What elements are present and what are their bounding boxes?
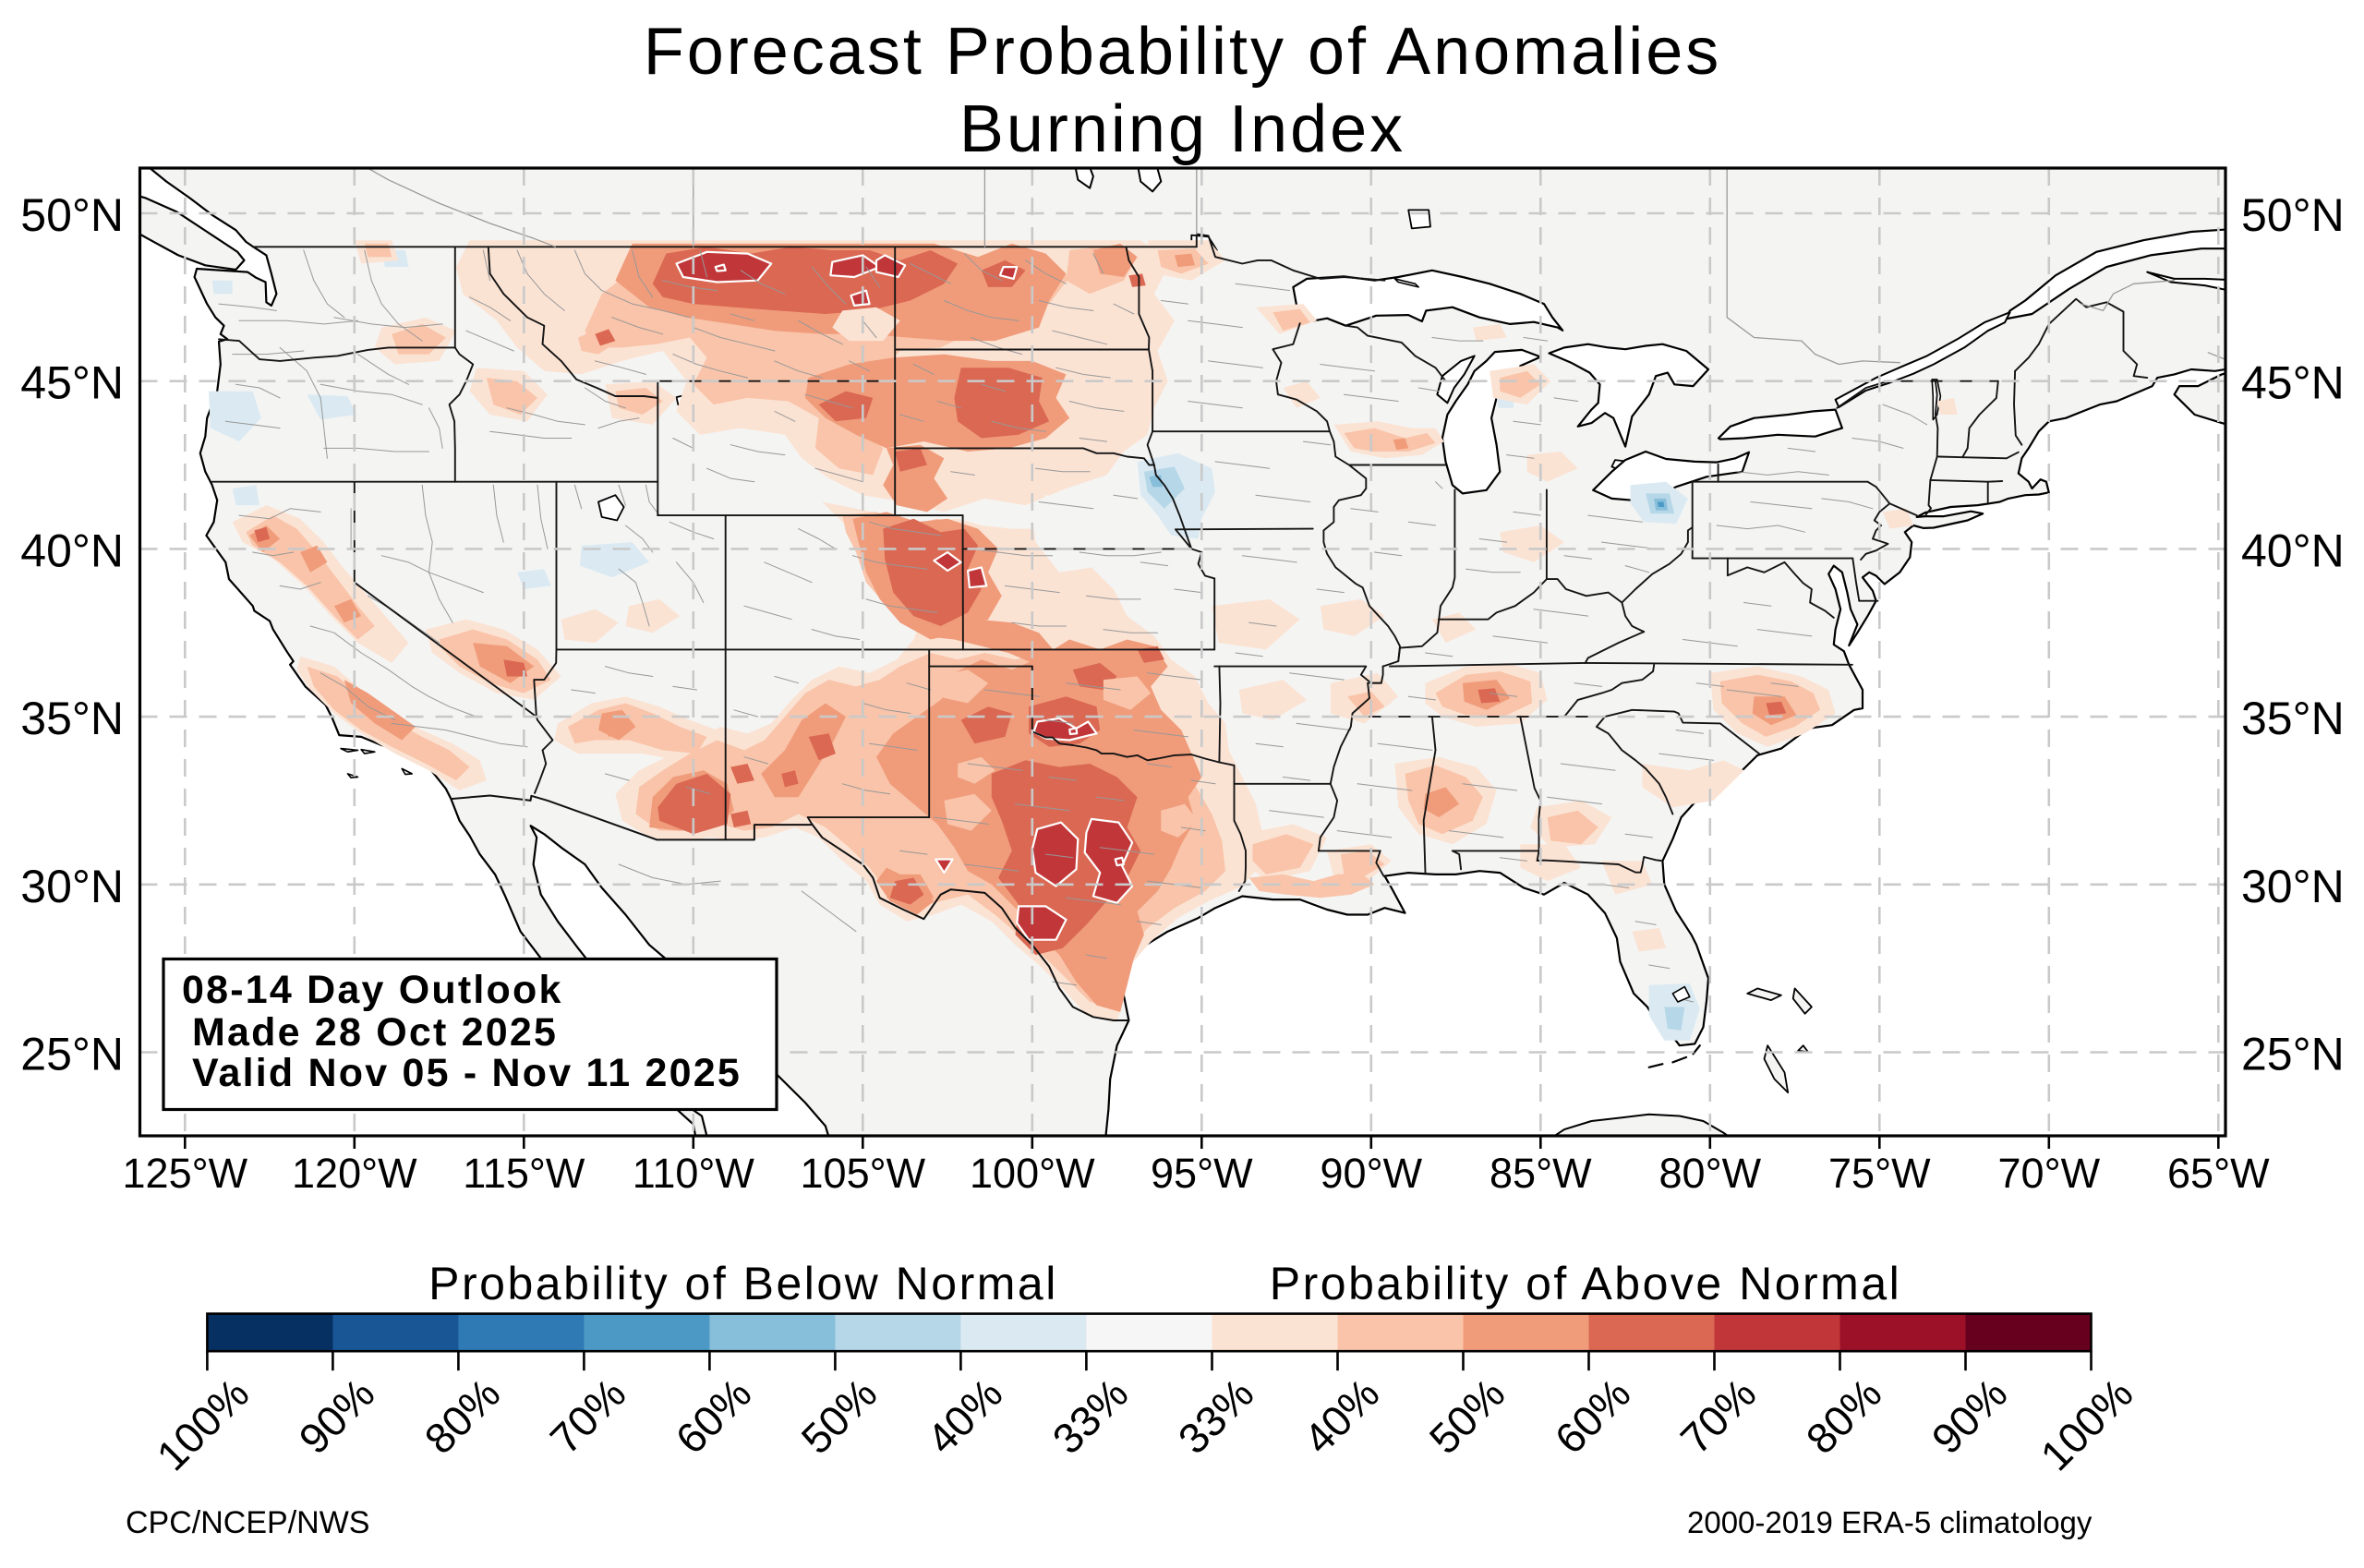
svg-text:Burning Index: Burning Index <box>959 92 1405 166</box>
svg-text:25°N: 25°N <box>2241 1029 2345 1080</box>
svg-text:70°W: 70°W <box>1998 1150 2101 1197</box>
svg-text:Valid Nov 05 - Nov 11 2025: Valid Nov 05 - Nov 11 2025 <box>192 1051 742 1095</box>
svg-text:CPC/NCEP/NWS: CPC/NCEP/NWS <box>126 1505 369 1540</box>
svg-text:45°N: 45°N <box>20 357 124 409</box>
svg-text:95°W: 95°W <box>1151 1150 1253 1197</box>
svg-text:45°N: 45°N <box>2241 357 2345 409</box>
svg-text:30°N: 30°N <box>20 861 124 912</box>
svg-text:08-14 Day Outlook: 08-14 Day Outlook <box>182 968 563 1012</box>
svg-text:25°N: 25°N <box>20 1029 124 1080</box>
svg-text:30°N: 30°N <box>2241 861 2345 912</box>
svg-text:Probability of Above Normal: Probability of Above Normal <box>1270 1258 1901 1309</box>
svg-text:125°W: 125°W <box>123 1150 248 1197</box>
svg-text:Probability of Below Normal: Probability of Below Normal <box>428 1258 1058 1309</box>
svg-text:35°N: 35°N <box>20 693 124 744</box>
svg-text:50°N: 50°N <box>2241 189 2345 241</box>
svg-text:120°W: 120°W <box>292 1150 417 1197</box>
svg-text:80°W: 80°W <box>1659 1150 1762 1197</box>
svg-text:110°W: 110°W <box>633 1150 755 1197</box>
svg-text:Made 28 Oct 2025: Made 28 Oct 2025 <box>192 1010 558 1055</box>
svg-text:100°W: 100°W <box>970 1150 1095 1197</box>
svg-text:35°N: 35°N <box>2241 693 2345 744</box>
svg-text:75°W: 75°W <box>1828 1150 1931 1197</box>
svg-text:115°W: 115°W <box>463 1150 585 1197</box>
svg-text:105°W: 105°W <box>801 1150 926 1197</box>
svg-text:40°N: 40°N <box>2241 525 2345 576</box>
svg-text:65°W: 65°W <box>2167 1150 2270 1197</box>
svg-text:Forecast Probability of Anomal: Forecast Probability of Anomalies <box>644 15 1722 89</box>
svg-text:2000-2019 ERA-5 climatology: 2000-2019 ERA-5 climatology <box>1687 1505 2093 1539</box>
svg-text:40°N: 40°N <box>20 525 124 576</box>
svg-text:85°W: 85°W <box>1490 1150 1592 1197</box>
svg-text:50°N: 50°N <box>20 189 124 241</box>
svg-text:90°W: 90°W <box>1321 1150 1423 1197</box>
